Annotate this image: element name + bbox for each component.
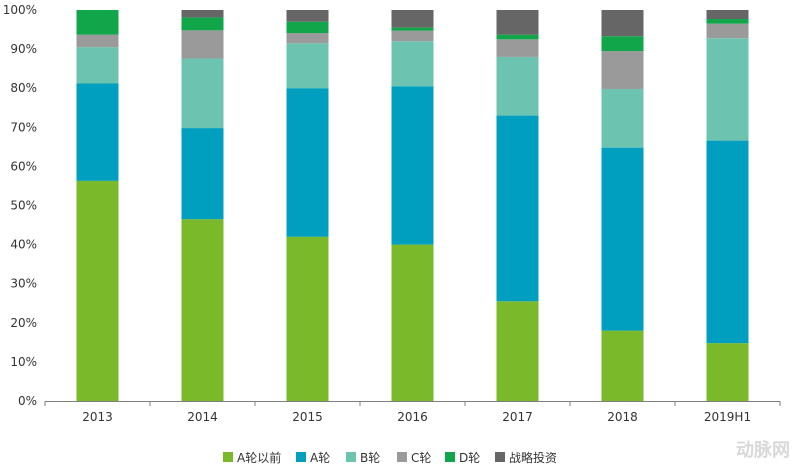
y-tick-label: 40% (10, 238, 37, 252)
bar-segment (496, 10, 539, 35)
bar-segment (286, 236, 329, 401)
legend-swatch (397, 452, 407, 462)
bar-segment (496, 56, 539, 116)
x-tick-label: 2016 (397, 410, 428, 424)
y-tick-label: 100% (3, 3, 37, 17)
bar-segment (286, 21, 329, 34)
bars (76, 10, 749, 401)
legend-label: A轮 (310, 451, 330, 465)
bar-segment (496, 115, 539, 302)
bar-segment (181, 17, 224, 31)
bar-segment (181, 10, 224, 18)
bar-segment (601, 88, 644, 148)
bar-segment (391, 86, 434, 245)
legend-swatch (445, 452, 455, 462)
bar-segment (706, 38, 749, 141)
legend-label: D轮 (459, 451, 480, 465)
y-tick-label: 0% (18, 394, 37, 408)
bar-segment (286, 88, 329, 237)
legend-label: A轮以前 (237, 450, 281, 465)
bar-segment (706, 23, 749, 39)
bar-segment (706, 140, 749, 344)
legend-swatch (495, 452, 505, 462)
bar-segment (601, 330, 644, 401)
bar-segment (391, 27, 434, 31)
legend: A轮以前 A轮 B轮 C轮 D轮 战略投资 (223, 450, 557, 465)
bar-segment (286, 33, 329, 44)
x-tick-label: 2017 (502, 410, 533, 424)
bar-segment (76, 83, 119, 181)
y-tick-label: 70% (10, 120, 37, 134)
legend-label: 战略投资 (509, 450, 557, 465)
y-tick-label: 30% (10, 277, 37, 291)
bar-segment (181, 30, 224, 59)
legend-swatch (223, 452, 233, 462)
bar-segment (601, 36, 644, 52)
legend-swatch (296, 452, 306, 462)
bar-segment (181, 128, 224, 220)
bar-segment (706, 10, 749, 19)
x-tick-label: 2019H1 (704, 410, 751, 424)
bar-segment (496, 39, 539, 57)
bar-segment (391, 10, 434, 28)
bar-segment (286, 10, 329, 22)
legend-label: B轮 (360, 451, 380, 465)
bar-segment (286, 43, 329, 89)
bar-segment (391, 244, 434, 401)
x-tick-label: 2018 (607, 410, 638, 424)
y-axis: 0% 10% 20% 30% 40% 50% 60% 70% 80% 90% 100% (3, 3, 37, 408)
bar-segment (181, 58, 224, 129)
x-tick-label: 2014 (187, 410, 218, 424)
x-axis: 2013 2014 2015 2016 2017 2018 2019H1 (44, 401, 781, 424)
bar-segment (391, 41, 434, 87)
y-tick-label: 10% (10, 355, 37, 369)
y-tick-label: 60% (10, 159, 37, 173)
bar-segment (706, 343, 749, 401)
bar-segment (76, 10, 119, 35)
legend-label: C轮 (411, 451, 431, 465)
y-tick-label: 20% (10, 316, 37, 330)
bar-segment (601, 10, 644, 37)
legend-swatch (346, 452, 356, 462)
bar-segment (76, 180, 119, 401)
x-tick-label: 2013 (82, 410, 113, 424)
bar-segment (76, 34, 119, 48)
x-tick-label: 2015 (292, 410, 323, 424)
bar-segment (496, 301, 539, 401)
y-tick-label: 50% (10, 199, 37, 213)
watermark-logo: 动脉网 (736, 440, 790, 461)
bar-segment (706, 18, 749, 24)
bar-segment (181, 219, 224, 401)
y-tick-label: 90% (10, 42, 37, 56)
bar-segment (76, 47, 119, 84)
bar-segment (391, 30, 434, 42)
y-tick-label: 80% (10, 81, 37, 95)
bar-segment (601, 51, 644, 89)
bar-segment (601, 147, 644, 331)
bar-segment (496, 34, 539, 40)
